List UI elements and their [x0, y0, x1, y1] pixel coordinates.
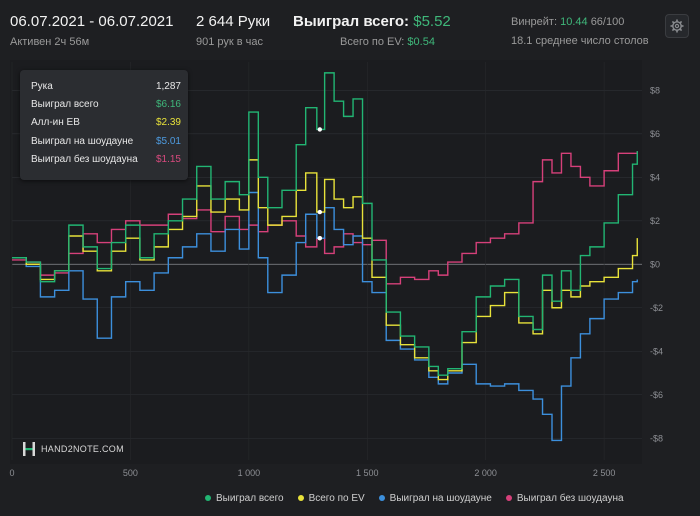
legend-dot [205, 495, 211, 501]
x-tick-label: 2 500 [593, 468, 616, 478]
date-range: 06.07.2021 - 06.07.2021 [10, 13, 174, 30]
ev-value: $0.54 [407, 36, 435, 48]
x-tick-label: 1 000 [238, 468, 261, 478]
chart-legend: Выиграл всего Всего по EV Выиграл на шоу… [205, 490, 695, 506]
y-tick-label: -$2 [650, 303, 663, 313]
y-tick-label: -$4 [650, 346, 663, 356]
tooltip-value: $1.15 [155, 154, 181, 165]
hover-marker [317, 209, 323, 215]
x-tick-label: 2 000 [474, 468, 497, 478]
legend-item-non-showdown[interactable]: Выиграл без шоудауна [505, 492, 624, 504]
legend-dot [378, 495, 385, 501]
y-tick-label: $4 [650, 172, 660, 182]
tooltip-row-allin-ev: Алл-ин EB $2.39 [31, 117, 181, 135]
tooltip-value: $5.01 [155, 136, 181, 147]
legend-label: Выиграл на шоудауне [389, 492, 492, 504]
tooltip-label: Алл-ин EB [31, 117, 80, 128]
brand-logo: HAND2NOTE.COM [22, 441, 124, 457]
hover-marker [317, 235, 323, 241]
legend-label: Всего по EV [308, 492, 365, 504]
series-line-3 [12, 191, 638, 442]
y-tick-label: $0 [650, 259, 660, 269]
header: 06.07.2021 - 06.07.2021 Активен 2ч 56м 2… [0, 0, 700, 56]
tooltip-label: Выиграл без шоудауна [31, 154, 138, 165]
legend-dot [297, 495, 304, 501]
series-line-4 [12, 151, 638, 285]
tooltip-row-showdown: Выиграл на шоудауне $5.01 [31, 136, 181, 154]
legend-item-ev[interactable]: Всего по EV [297, 492, 365, 504]
hands-per-hour: 901 рук в час [196, 36, 264, 48]
active-time: Активен 2ч 56м [10, 36, 90, 48]
winrate-label: Винрейт: [511, 16, 558, 28]
hand2note-logo-icon [23, 442, 35, 456]
won-total: Выиграл всего: $5.52 [293, 13, 451, 30]
gear-icon [670, 19, 684, 33]
hover-marker [317, 127, 323, 132]
y-tick-label: -$8 [650, 433, 663, 443]
y-tick-label: $8 [650, 85, 660, 95]
won-total-label: Выиграл всего: [293, 13, 410, 30]
tooltip-label: Рука [31, 81, 53, 92]
x-tick-label: 500 [123, 468, 138, 478]
hover-tooltip: Рука 1,287 Выиграл всего $6.16 Алл-ин EB… [20, 70, 188, 180]
avg-tables: 18.1 среднее число столов [511, 35, 649, 47]
legend-item-won-total[interactable]: Выиграл всего [205, 493, 284, 504]
tooltip-row-won-total: Выиграл всего $6.16 [31, 99, 181, 117]
legend-label: Выиграл без шоудауна [516, 492, 624, 504]
hands-count: 2 644 Руки [196, 13, 271, 30]
legend-dot [505, 495, 512, 501]
tooltip-row-non-showdown: Выиграл без шоудауна $1.15 [31, 154, 181, 172]
x-tick-label: 1 500 [356, 468, 379, 478]
tooltip-value: $2.39 [155, 117, 181, 128]
winrate-suffix: 66/100 [590, 16, 625, 28]
tooltip-label: Выиграл всего [31, 99, 99, 110]
logo-text: HAND2NOTE.COM [41, 444, 124, 454]
legend-item-showdown[interactable]: Выиграл на шоудауне [378, 492, 492, 504]
won-total-value: $5.52 [413, 13, 451, 30]
settings-button[interactable] [665, 14, 689, 38]
ev-total: Всего по EV: $0.54 [340, 36, 435, 48]
y-tick-label: $6 [650, 129, 660, 139]
series-line-1 [12, 72, 638, 376]
tooltip-row-hand: Рука 1,287 [31, 81, 181, 99]
y-tick-label: -$6 [650, 390, 663, 400]
tooltip-value: 1,287 [155, 81, 181, 92]
legend-label: Выиграл всего [216, 492, 284, 504]
tooltip-label: Выиграл на шоудауне [31, 136, 134, 147]
winrate: Винрейт: 10.44 66/100 [511, 16, 624, 28]
y-tick-label: $2 [650, 216, 660, 226]
tooltip-value: $6.16 [155, 99, 181, 110]
winrate-value: 10.44 [560, 16, 588, 28]
x-tick-label: 0 [9, 468, 14, 478]
ev-label: Всего по EV: [340, 36, 405, 48]
